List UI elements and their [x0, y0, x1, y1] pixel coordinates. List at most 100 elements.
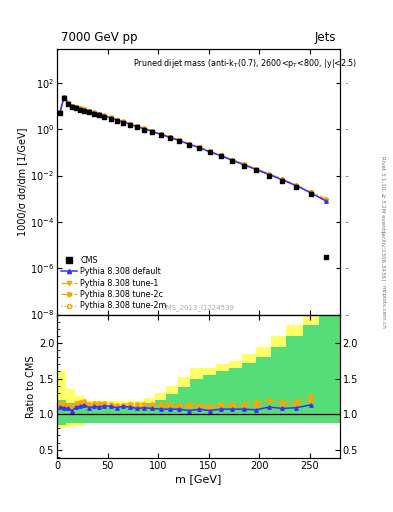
Pythia 8.308 tune-2m: [159, 131, 163, 137]
Pythia 8.308 tune-2c: [134, 123, 139, 129]
Pythia 8.308 default: [120, 119, 125, 125]
Pythia 8.308 tune-1: [308, 189, 313, 195]
Pythia 8.308 tune-1: [92, 110, 97, 116]
Pythia 8.308 default: [207, 149, 212, 155]
CMS: [96, 111, 103, 119]
Pythia 8.308 tune-2m: [141, 125, 146, 132]
Pythia 8.308 default: [308, 190, 313, 196]
Pythia 8.308 tune-1: [120, 119, 125, 125]
Pythia 8.308 tune-2m: [280, 176, 285, 182]
Line: Pythia 8.308 tune-1: Pythia 8.308 tune-1: [58, 95, 327, 202]
CMS: [107, 115, 114, 123]
Pythia 8.308 default: [323, 198, 328, 204]
Pythia 8.308 default: [134, 123, 139, 130]
Pythia 8.308 tune-2m: [150, 128, 154, 134]
Pythia 8.308 default: [74, 104, 79, 111]
CMS: [253, 166, 259, 174]
Pythia 8.308 tune-2c: [280, 176, 285, 182]
Pythia 8.308 tune-2m: [82, 106, 86, 113]
Pythia 8.308 tune-2c: [197, 144, 202, 150]
Pythia 8.308 tune-2c: [323, 196, 328, 202]
Pythia 8.308 tune-2m: [58, 109, 62, 115]
Text: [arXiv:1306.3436]: [arXiv:1306.3436]: [381, 231, 386, 281]
Pythia 8.308 tune-2c: [127, 121, 132, 127]
Pythia 8.308 tune-2c: [92, 109, 97, 115]
Pythia 8.308 default: [82, 106, 86, 113]
Pythia 8.308 default: [127, 121, 132, 127]
Pythia 8.308 tune-1: [74, 104, 79, 110]
Pythia 8.308 default: [62, 94, 66, 100]
Pythia 8.308 tune-2m: [120, 119, 125, 125]
CMS: [141, 125, 147, 134]
CMS: [114, 117, 120, 125]
Pythia 8.308 tune-2c: [308, 188, 313, 195]
Pythia 8.308 tune-1: [58, 109, 62, 115]
Pythia 8.308 tune-1: [78, 105, 83, 112]
CMS: [81, 106, 87, 115]
Pythia 8.308 tune-2c: [207, 148, 212, 154]
Pythia 8.308 default: [254, 166, 259, 173]
Pythia 8.308 tune-2m: [78, 105, 83, 111]
CMS: [196, 144, 203, 153]
Pythia 8.308 tune-1: [294, 182, 299, 188]
CMS: [167, 134, 173, 142]
Pythia 8.308 tune-1: [114, 117, 119, 123]
Pythia 8.308 default: [267, 172, 272, 178]
Pythia 8.308 default: [159, 132, 163, 138]
Pythia 8.308 default: [230, 157, 234, 163]
Y-axis label: 1000/σ dσ/dm [1/GeV]: 1000/σ dσ/dm [1/GeV]: [17, 127, 27, 236]
CMS: [61, 94, 67, 102]
CMS: [149, 128, 155, 136]
Pythia 8.308 tune-1: [242, 161, 246, 167]
Pythia 8.308 tune-1: [66, 100, 70, 106]
Pythia 8.308 default: [102, 113, 107, 119]
Pythia 8.308 tune-2m: [168, 134, 173, 140]
Pythia 8.308 tune-2m: [66, 100, 70, 106]
Text: 7000 GeV pp: 7000 GeV pp: [61, 31, 138, 44]
Pythia 8.308 tune-2c: [159, 131, 163, 137]
Pythia 8.308 tune-2c: [254, 165, 259, 172]
Pythia 8.308 tune-1: [159, 131, 163, 137]
Pythia 8.308 tune-2m: [92, 110, 97, 116]
CMS: [241, 161, 247, 169]
Line: Pythia 8.308 tune-2m: Pythia 8.308 tune-2m: [58, 95, 327, 202]
Text: mcplots.cern.ch: mcplots.cern.ch: [381, 285, 386, 329]
Pythia 8.308 tune-2m: [87, 108, 92, 114]
CMS: [307, 190, 314, 198]
Pythia 8.308 tune-2c: [267, 170, 272, 177]
Pythia 8.308 tune-1: [150, 128, 154, 134]
Pythia 8.308 default: [70, 103, 75, 109]
Pythia 8.308 tune-2m: [197, 144, 202, 150]
Pythia 8.308 tune-2c: [294, 182, 299, 188]
Pythia 8.308 tune-2m: [267, 170, 272, 177]
CMS: [127, 121, 133, 129]
Pythia 8.308 tune-1: [108, 115, 113, 121]
Pythia 8.308 tune-1: [267, 172, 272, 178]
CMS: [57, 109, 63, 117]
CMS: [134, 123, 140, 132]
Pythia 8.308 default: [92, 110, 97, 116]
CMS: [206, 148, 213, 157]
Pythia 8.308 tune-1: [280, 177, 285, 183]
Pythia 8.308 default: [66, 100, 70, 106]
Pythia 8.308 tune-1: [127, 121, 132, 127]
Pythia 8.308 default: [78, 105, 83, 112]
Pythia 8.308 tune-2c: [82, 106, 86, 112]
CMS: [229, 157, 235, 165]
Pythia 8.308 default: [141, 125, 146, 132]
Pythia 8.308 default: [242, 162, 246, 168]
Pythia 8.308 tune-2c: [242, 161, 246, 167]
Pythia 8.308 tune-2c: [108, 114, 113, 120]
Pythia 8.308 default: [280, 177, 285, 183]
Pythia 8.308 tune-2m: [62, 94, 66, 100]
Pythia 8.308 tune-1: [168, 134, 173, 140]
Text: Rivet 3.1.10, ≥ 3.2M events: Rivet 3.1.10, ≥ 3.2M events: [381, 156, 386, 233]
CMS: [293, 183, 299, 191]
Pythia 8.308 tune-1: [187, 141, 192, 147]
Pythia 8.308 default: [108, 115, 113, 121]
Pythia 8.308 tune-2c: [78, 105, 83, 111]
Pythia 8.308 default: [114, 117, 119, 123]
CMS: [186, 141, 193, 149]
Y-axis label: Ratio to CMS: Ratio to CMS: [26, 355, 36, 418]
Pythia 8.308 default: [177, 138, 182, 144]
